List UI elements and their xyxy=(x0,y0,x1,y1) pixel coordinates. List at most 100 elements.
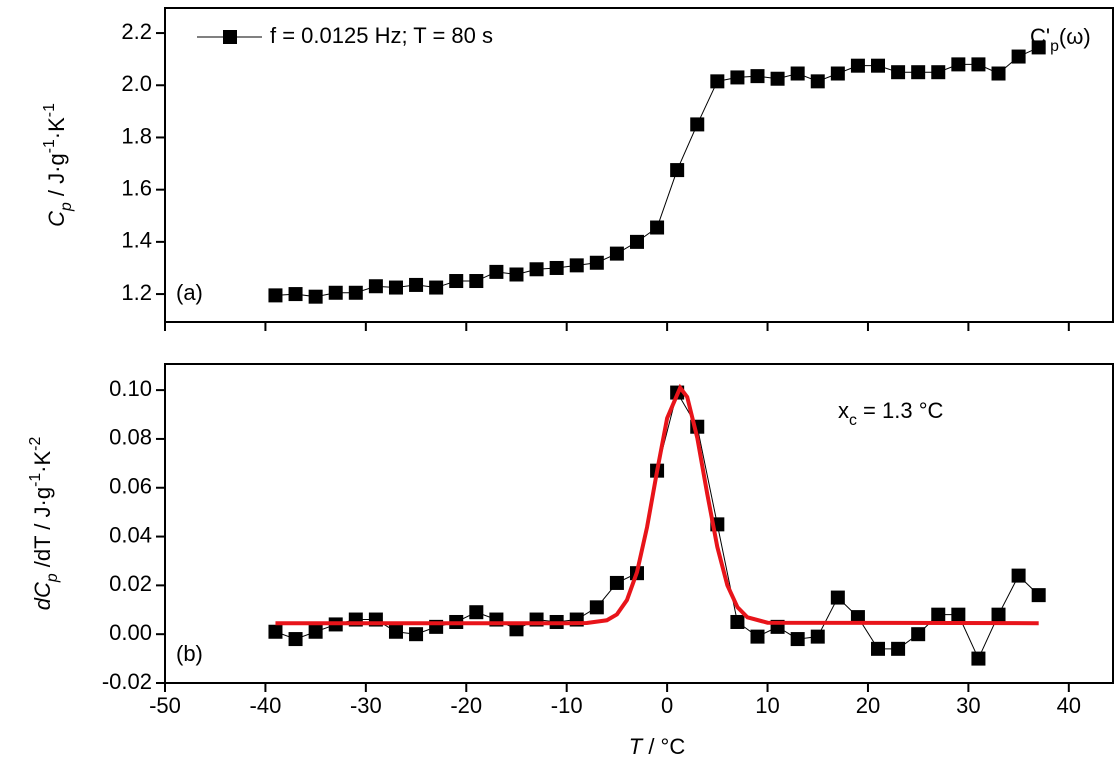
y-axis-label-run: /dT / J·g xyxy=(30,487,55,573)
data-point xyxy=(449,274,464,289)
data-point xyxy=(388,624,403,639)
data-point xyxy=(911,627,926,642)
y-axis-label-run: -1 xyxy=(41,139,58,153)
y-tick-label: 0.00 xyxy=(109,620,152,645)
x-tick-label: 40 xyxy=(1057,693,1081,718)
data-point xyxy=(388,280,403,295)
data-point xyxy=(589,600,604,615)
data-point xyxy=(609,246,624,261)
data-point xyxy=(931,65,946,80)
x-axis-label-run: T xyxy=(629,734,644,759)
data-point xyxy=(288,632,303,647)
data-point xyxy=(810,74,825,89)
data-point xyxy=(509,622,524,637)
data-point xyxy=(971,651,986,666)
y-tick-label: 1.6 xyxy=(121,175,152,200)
y-tick-label: -0.02 xyxy=(102,669,152,694)
y-axis-label-run: p xyxy=(58,202,75,212)
x-tick-label: -30 xyxy=(350,693,382,718)
y-tick-label: 1.4 xyxy=(121,228,152,253)
data-point xyxy=(730,614,745,629)
y-axis-label-run: ·K xyxy=(30,451,55,473)
data-point xyxy=(790,632,805,647)
data-point xyxy=(730,70,745,85)
data-point xyxy=(770,71,785,86)
annotation: xc = 1.3 °C xyxy=(838,398,943,429)
data-point xyxy=(750,69,765,84)
y-axis-label: Cp / J·g-1·K-1 xyxy=(41,103,75,227)
annotation-run: C' xyxy=(1030,24,1050,49)
data-point xyxy=(328,285,343,300)
y-axis-label-run: dC xyxy=(30,582,55,610)
data-point xyxy=(850,58,865,73)
x-tick-label: -40 xyxy=(250,693,282,718)
data-line xyxy=(275,391,1040,660)
plot-frame xyxy=(164,7,1114,323)
data-point xyxy=(650,220,665,235)
y-tick-label: 0.02 xyxy=(109,571,152,596)
x-tick-label: 30 xyxy=(956,693,980,718)
annotation-run: (ω) xyxy=(1059,24,1091,49)
data-point xyxy=(308,289,323,304)
x-tick-label: 20 xyxy=(856,693,880,718)
data-point xyxy=(971,57,986,72)
data-point xyxy=(710,74,725,89)
legend-marker xyxy=(223,30,237,44)
y-tick-label: 1.8 xyxy=(121,123,152,148)
annotation-run: x xyxy=(838,398,849,423)
annotation-run: p xyxy=(1050,38,1059,55)
x-tick-label: -20 xyxy=(450,693,482,718)
data-point xyxy=(830,66,845,81)
data-point xyxy=(850,610,865,625)
data-point xyxy=(308,624,323,639)
data-point xyxy=(871,58,886,73)
y-tick-label: 1.2 xyxy=(121,280,152,305)
y-axis-label-run: -1 xyxy=(41,103,58,117)
panel-label: (a) xyxy=(176,280,203,305)
y-axis-label-run: p xyxy=(44,573,61,583)
data-point xyxy=(569,258,584,273)
data-point xyxy=(529,262,544,277)
data-point xyxy=(1031,588,1046,603)
data-point xyxy=(489,264,504,279)
x-axis-label: T / °C xyxy=(629,734,686,759)
plot-frame xyxy=(164,363,1114,684)
data-point xyxy=(871,641,886,656)
annotation-run: = 1.3 °C xyxy=(857,398,944,423)
y-tick-label: 0.10 xyxy=(109,376,152,401)
data-point xyxy=(931,607,946,622)
data-point xyxy=(509,267,524,282)
data-point xyxy=(469,605,484,620)
y-axis-label-run: -1 xyxy=(27,473,44,487)
data-point xyxy=(1011,568,1026,583)
legend-label: f = 0.0125 Hz; T = 80 s xyxy=(270,23,493,48)
data-point xyxy=(790,66,805,81)
x-tick-label: -10 xyxy=(551,693,583,718)
y-tick-label: 2.0 xyxy=(121,71,152,96)
y-tick-label: 2.2 xyxy=(121,19,152,44)
x-tick-label: 10 xyxy=(755,693,779,718)
data-point xyxy=(629,234,644,249)
data-point xyxy=(429,280,444,295)
y-axis-label: dCp /dT / J·g-1·K-2 xyxy=(27,437,61,611)
data-point xyxy=(991,607,1006,622)
data-point xyxy=(609,575,624,590)
data-point xyxy=(469,274,484,289)
data-point xyxy=(409,627,424,642)
y-axis-label-run: C xyxy=(44,211,69,227)
data-point xyxy=(750,629,765,644)
x-tick-label: 0 xyxy=(661,693,673,718)
x-tick-label: -50 xyxy=(149,693,181,718)
panel-label: (b) xyxy=(176,641,203,666)
data-point xyxy=(690,117,705,132)
annotation-run: c xyxy=(849,412,857,429)
data-point xyxy=(368,279,383,294)
y-axis-label-run: / J·g xyxy=(44,153,69,202)
y-axis-label-run: -2 xyxy=(27,437,44,451)
data-point xyxy=(830,590,845,605)
data-point xyxy=(670,163,685,178)
x-axis-label-run: / °C xyxy=(642,734,685,759)
data-point xyxy=(951,57,966,72)
y-tick-label: 0.06 xyxy=(109,474,152,499)
data-point xyxy=(549,260,564,275)
